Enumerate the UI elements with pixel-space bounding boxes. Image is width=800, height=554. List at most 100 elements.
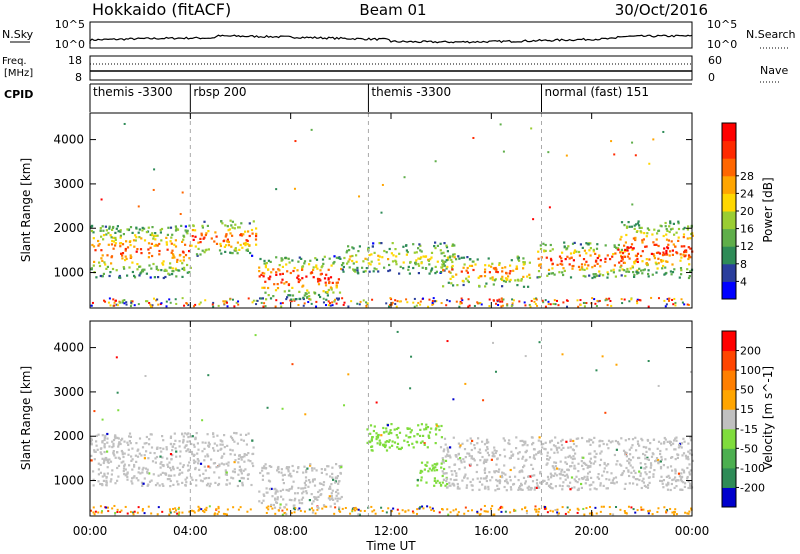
- velocity-cell: [297, 466, 300, 469]
- velocity-cell: [609, 512, 612, 515]
- power-cell: [440, 252, 443, 255]
- power-cell: [279, 302, 282, 305]
- velocity-cell: [206, 482, 210, 485]
- power-cell: [571, 267, 574, 270]
- velocity-cell: [625, 455, 628, 458]
- power-cell: [108, 297, 111, 300]
- power-cell: [398, 252, 401, 255]
- velocity-cell: [293, 499, 296, 502]
- velocity-cell: [114, 482, 117, 485]
- velocity-cell: [174, 439, 177, 442]
- velocity-cell: [334, 497, 337, 500]
- velocity-cell: [566, 506, 569, 509]
- velocity-cell: [426, 426, 430, 429]
- velocity-cell: [420, 476, 423, 479]
- velocity-cell: [572, 449, 575, 452]
- power-cell: [237, 226, 240, 229]
- velocity-cell: [544, 441, 547, 444]
- power-cell: [267, 286, 270, 290]
- power-cell: [217, 304, 220, 307]
- velocity-cell: [202, 509, 205, 512]
- power-cell: [467, 305, 470, 308]
- power-cell: [188, 257, 191, 260]
- velocity-cell: [311, 480, 314, 483]
- velocity-cell: [690, 370, 693, 373]
- power-cell: [200, 234, 203, 237]
- power-cell: [467, 275, 470, 278]
- velocity-cell: [405, 434, 408, 437]
- velocity-cell: [375, 432, 378, 435]
- power-cell: [468, 304, 471, 307]
- power-cell: [230, 224, 233, 227]
- power-cell: [125, 303, 128, 306]
- power-cell: [642, 269, 645, 272]
- power-cell: [299, 279, 302, 282]
- power-cell: [620, 221, 624, 224]
- velocity-cell: [525, 512, 528, 515]
- velocity-cell: [441, 460, 444, 463]
- velocity-cell: [304, 413, 307, 416]
- power-cell: [428, 272, 431, 275]
- velocity-cell: [593, 450, 596, 453]
- velocity-cell: [92, 484, 95, 487]
- velocity-cell: [238, 479, 241, 483]
- velocity-cell: [304, 476, 308, 479]
- velocity-cell: [308, 499, 311, 502]
- velocity-cell: [310, 493, 313, 496]
- y-tick-label: 4000: [53, 341, 84, 355]
- velocity-cell: [673, 448, 676, 451]
- velocity-cell: [580, 460, 583, 463]
- power-cell: [683, 255, 686, 258]
- power-cell: [115, 269, 118, 272]
- power-cell: [351, 259, 354, 263]
- velocity-cell: [330, 494, 333, 498]
- velocity-cell: [497, 508, 500, 511]
- power-cell: [112, 240, 116, 243]
- velocity-cell: [572, 455, 575, 458]
- power-cell: [291, 286, 294, 289]
- power-cell: [325, 273, 328, 276]
- velocity-cell: [610, 472, 613, 475]
- velocity-cell: [285, 488, 288, 492]
- velocity-cell: [535, 482, 539, 485]
- velocity-cell: [111, 446, 114, 449]
- velocity-cell: [456, 482, 459, 486]
- velocity-cell: [137, 506, 140, 509]
- power-cell: [181, 267, 184, 270]
- velocity-cell: [229, 435, 233, 438]
- x-tick-label: 00:00: [675, 524, 710, 538]
- velocity-colorbar-label: Velocity [m s^-1]: [761, 366, 775, 470]
- power-cell: [412, 301, 415, 304]
- velocity-cell: [589, 488, 592, 491]
- velocity-cell: [102, 461, 105, 465]
- power-cell: [168, 298, 171, 301]
- velocity-cell: [279, 503, 282, 506]
- velocity-cell: [493, 446, 496, 449]
- velocity-cell: [499, 475, 502, 478]
- power-cell: [637, 271, 640, 274]
- power-cell: [267, 268, 270, 271]
- power-cell: [182, 259, 185, 262]
- power-cell: [498, 263, 501, 266]
- power-cell: [130, 300, 133, 303]
- velocity-cell: [682, 481, 685, 484]
- power-cell: [637, 220, 640, 223]
- power-cell: [624, 248, 627, 251]
- power-cell: [450, 282, 453, 285]
- power-cell: [125, 240, 128, 243]
- velocity-cell: [473, 447, 476, 450]
- velocity-cell: [146, 484, 149, 487]
- velocity-cell: [612, 481, 615, 484]
- power-cell: [660, 260, 663, 263]
- power-cell: [418, 243, 421, 246]
- power-cell: [453, 253, 456, 256]
- velocity-cell: [128, 432, 132, 435]
- power-cell: [336, 281, 339, 284]
- power-cell: [112, 247, 115, 250]
- x-tick-label: 00:00: [73, 524, 108, 538]
- colorbar-swatch: [722, 193, 736, 212]
- power-cell: [616, 247, 620, 250]
- velocity-cell: [136, 455, 140, 458]
- velocity-cell: [305, 479, 308, 482]
